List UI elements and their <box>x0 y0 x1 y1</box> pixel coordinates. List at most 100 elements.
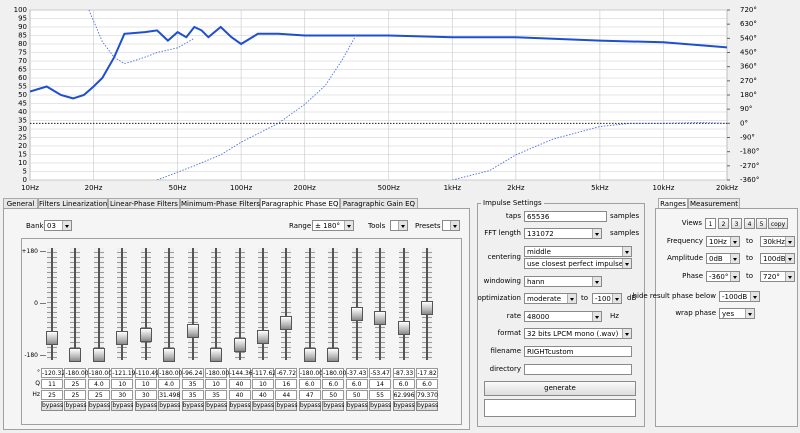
bypass-button[interactable]: bypass <box>134 401 157 411</box>
slider-knob[interactable] <box>350 306 363 321</box>
view-button[interactable]: 2 <box>718 218 729 229</box>
slider-knob[interactable] <box>116 331 129 345</box>
q-value[interactable]: 4.0 <box>87 379 110 389</box>
dropdown[interactable]: 10Hz <box>706 236 740 247</box>
bypass-button[interactable]: bypass <box>158 401 181 411</box>
hz-value[interactable]: 25 <box>87 390 110 400</box>
bypass-button[interactable]: bypass <box>41 401 64 411</box>
phase-value[interactable]: -180.00 <box>298 368 323 378</box>
bypass-button[interactable]: bypass <box>228 401 251 411</box>
range-select[interactable]: ± 180° <box>312 220 354 231</box>
phase-value[interactable]: -87.33 <box>392 368 415 378</box>
q-value[interactable]: 6.0 <box>416 379 438 389</box>
phase-value[interactable]: -37.43 <box>345 368 368 378</box>
q-value[interactable]: 6.0 <box>392 379 415 389</box>
slider-knob[interactable] <box>280 315 293 330</box>
phase-value[interactable]: -67.72 <box>275 368 298 378</box>
phase-value[interactable]: -180.00 <box>158 368 183 378</box>
slider-knob[interactable] <box>374 311 387 326</box>
slider-knob[interactable] <box>233 337 246 352</box>
hz-value[interactable]: 31.498 <box>158 390 181 400</box>
dropdown[interactable]: use closest perfect impulse <box>524 258 632 269</box>
text-input[interactable]: 65536 <box>524 211 607 222</box>
phase-value[interactable]: -180.00 <box>64 368 89 378</box>
hz-value[interactable]: 30 <box>134 390 157 400</box>
hz-value[interactable]: 30 <box>111 390 134 400</box>
q-value[interactable]: 10 <box>111 379 134 389</box>
dropdown[interactable]: -360° <box>706 271 740 282</box>
q-value[interactable]: 35 <box>181 379 204 389</box>
tools-select[interactable] <box>390 220 408 231</box>
q-value[interactable]: 10 <box>134 379 157 389</box>
phase-value[interactable]: -180.00 <box>322 368 347 378</box>
dropdown[interactable]: 100dB <box>760 253 795 264</box>
view-button[interactable]: copy <box>768 218 788 229</box>
phase-value[interactable]: -121.19 <box>111 368 136 378</box>
bypass-button[interactable]: bypass <box>111 401 134 411</box>
hz-value[interactable]: 50 <box>322 390 345 400</box>
bypass-button[interactable]: bypass <box>369 401 392 411</box>
hz-value[interactable]: 35 <box>205 390 228 400</box>
dropdown[interactable]: -100dB <box>719 291 760 302</box>
phase-value[interactable]: -17.82 <box>416 368 438 378</box>
slider-knob[interactable] <box>256 329 269 344</box>
phase-value[interactable]: -53.47 <box>369 368 392 378</box>
bypass-button[interactable]: bypass <box>87 401 110 411</box>
phase-value[interactable]: -120.32 <box>41 368 66 378</box>
hz-value[interactable]: 79.370 <box>416 390 438 400</box>
bypass-button[interactable]: bypass <box>298 401 321 411</box>
hz-value[interactable]: 62.996 <box>392 390 415 400</box>
view-button[interactable]: 5 <box>756 218 767 229</box>
slider-knob[interactable] <box>327 348 340 362</box>
tab[interactable]: General <box>3 198 38 209</box>
q-value[interactable]: 6.0 <box>298 379 321 389</box>
hz-value[interactable]: 25 <box>41 390 63 400</box>
hz-value[interactable]: 40 <box>251 390 274 400</box>
dropdown[interactable]: 32 bits LPCM mono (.wav) <box>524 328 632 339</box>
text-input[interactable] <box>524 364 632 375</box>
hz-value[interactable]: 40 <box>228 390 251 400</box>
slider-knob[interactable] <box>397 321 410 336</box>
tab[interactable]: Minimum-Phase Filters <box>180 198 261 209</box>
q-value[interactable]: 14 <box>369 379 392 389</box>
dropdown[interactable]: middle <box>524 246 632 257</box>
phase-value[interactable]: -144.36 <box>228 368 253 378</box>
text-input[interactable]: RIGHTcustom <box>524 346 632 357</box>
hz-value[interactable]: 50 <box>345 390 368 400</box>
presets-select[interactable] <box>442 220 460 231</box>
phase-value[interactable]: -180.00 <box>87 368 113 378</box>
bypass-button[interactable]: bypass <box>416 401 439 411</box>
bypass-button[interactable]: bypass <box>392 401 415 411</box>
phase-value[interactable]: -117.62 <box>251 368 277 378</box>
phase-value[interactable]: -96.24 <box>181 368 204 378</box>
bypass-button[interactable]: bypass <box>181 401 204 411</box>
slider-knob[interactable] <box>69 348 82 362</box>
view-button[interactable]: 3 <box>731 218 742 229</box>
hz-value[interactable]: 47 <box>298 390 321 400</box>
dropdown[interactable]: moderate <box>524 293 577 304</box>
hz-value[interactable]: 25 <box>64 390 87 400</box>
dropdown[interactable]: 0dB <box>706 253 740 264</box>
dropdown[interactable]: 131072 <box>524 228 602 239</box>
generate-button[interactable]: generate <box>484 381 636 396</box>
q-value[interactable]: 10 <box>205 379 228 389</box>
q-value[interactable]: 11 <box>41 379 63 389</box>
dropdown[interactable]: 30kHz <box>760 236 795 247</box>
slider-knob[interactable] <box>139 327 152 342</box>
slider-knob[interactable] <box>210 348 223 362</box>
slider-knob[interactable] <box>163 348 176 362</box>
q-value[interactable]: 25 <box>64 379 87 389</box>
bypass-button[interactable]: bypass <box>275 401 298 411</box>
q-value[interactable]: 10 <box>251 379 274 389</box>
bypass-button[interactable]: bypass <box>251 401 275 411</box>
phase-value[interactable]: -180.00 <box>205 368 230 378</box>
slider-knob[interactable] <box>303 348 316 362</box>
phase-value[interactable]: -110.49 <box>134 368 159 378</box>
hz-value[interactable]: 55 <box>369 390 392 400</box>
slider-knob[interactable] <box>421 301 433 316</box>
q-value[interactable]: 6.0 <box>322 379 345 389</box>
q-value[interactable]: 16 <box>275 379 298 389</box>
dropdown[interactable]: hann <box>524 276 602 287</box>
view-button[interactable]: 1 <box>705 218 716 229</box>
bypass-button[interactable]: bypass <box>64 401 87 411</box>
